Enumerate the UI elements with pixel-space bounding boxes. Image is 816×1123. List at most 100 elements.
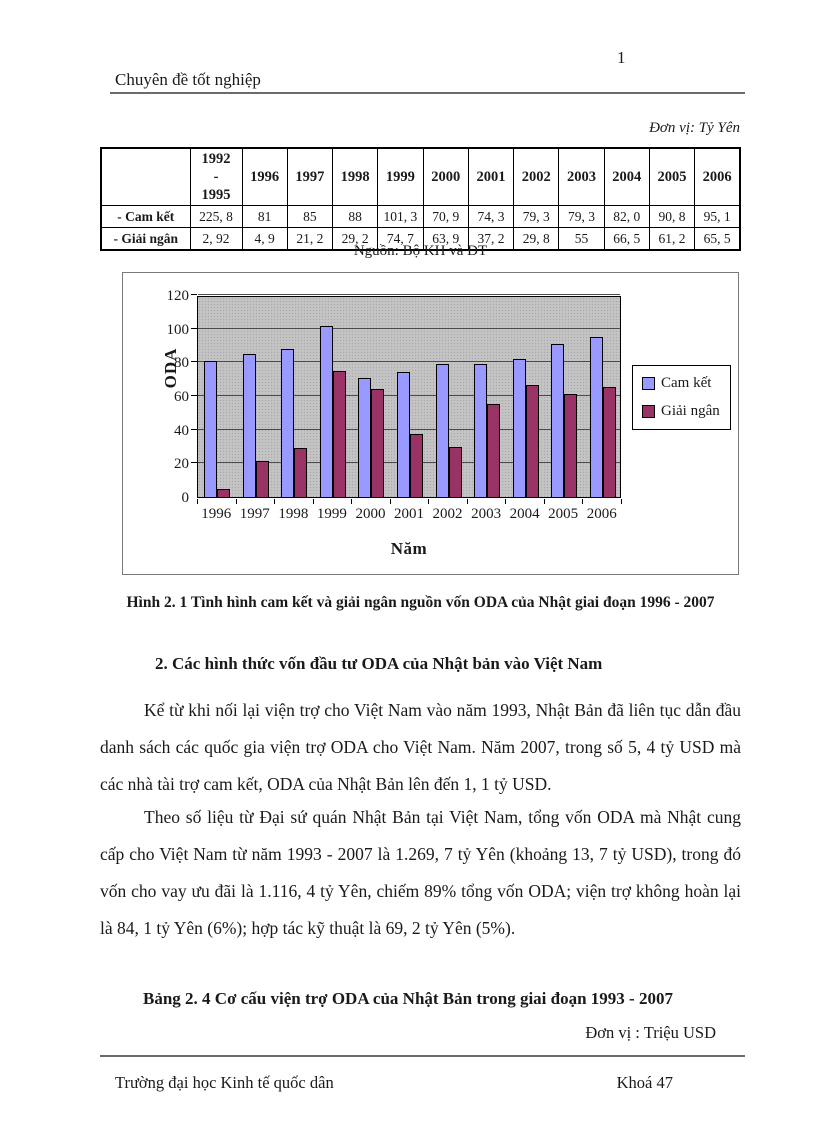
x-axis-tick-label: 1999 — [316, 506, 347, 522]
body-paragraph: Theo số liệu từ Đại sứ quán Nhật Bản tại… — [100, 807, 741, 938]
table-cell: 79, 3 — [513, 205, 560, 229]
table-row-label: - Giải ngân — [100, 227, 191, 251]
x-axis-tick — [505, 499, 506, 504]
table-cell: 81 — [241, 205, 288, 229]
table-year-header: 2006 — [694, 147, 741, 207]
y-axis-tick — [191, 294, 197, 295]
table-cell: 29, 2 — [332, 227, 379, 251]
bar-giai-ngan-2006 — [602, 387, 616, 497]
header-title: Chuyên đề tốt nghiệp — [115, 70, 261, 89]
table-row-label: - Cam kết — [100, 205, 191, 229]
y-axis-tick — [191, 395, 197, 396]
table-cell: 55 — [558, 227, 605, 251]
bar-giai-ngan-1999 — [332, 371, 346, 497]
table-year-header: 1992 - 1995 — [189, 147, 243, 207]
legend-item: Cam kết — [642, 375, 720, 392]
x-axis-tick-label: 2006 — [586, 506, 617, 522]
y-axis-tick — [191, 428, 197, 430]
table-cell: 63, 9 — [422, 227, 469, 251]
table-cell: 82, 0 — [603, 205, 650, 229]
table-corner-cell — [100, 147, 191, 207]
y-axis-tick — [191, 462, 197, 464]
table-cell: 37, 2 — [467, 227, 515, 251]
x-axis-tick-label: 2003 — [471, 506, 502, 522]
bar-giai-ngan-2005 — [564, 394, 578, 497]
oda-data-table: 1992 - 1995 1996 1997 1998 1999 2000 2001 2002 2… — [100, 147, 741, 251]
bar-giai-ngan-2002 — [448, 447, 462, 497]
gridline — [191, 361, 620, 363]
x-axis-tick-label: 2005 — [548, 506, 579, 522]
table-cell: 70, 9 — [422, 205, 469, 229]
table-source-note: Nguồn: Bộ KH và ĐT — [353, 243, 488, 259]
bar-giai-ngan-2003 — [487, 404, 501, 497]
figure-caption: Hình 2. 1 Tình hình cam kết và giải ngân… — [126, 594, 715, 611]
x-axis-tick — [274, 499, 275, 504]
page-number: 1 — [617, 48, 626, 67]
bar-giai-ngan-2000 — [371, 389, 385, 497]
y-axis-tick — [191, 327, 197, 329]
bar-giai-ngan-1998 — [294, 448, 308, 497]
bar-cam-ket-2002 — [435, 364, 449, 497]
x-axis-tick — [582, 499, 583, 504]
table-cell: 74, 3 — [467, 205, 515, 229]
table-cell: 88 — [332, 205, 379, 229]
legend-label: Giải ngân — [661, 403, 720, 419]
header-rule — [110, 92, 745, 94]
x-axis-tick — [428, 499, 429, 504]
table-year-header: 2005 — [648, 147, 696, 207]
x-axis-tick-label: 1998 — [278, 506, 309, 522]
bar-cam-ket-1998 — [281, 349, 295, 497]
table-cell: 79, 3 — [558, 205, 605, 229]
table-cell: 4, 9 — [241, 227, 288, 251]
table-cell: 85 — [286, 205, 334, 229]
bar-cam-ket-2005 — [551, 344, 565, 497]
bar-giai-ngan-1996 — [217, 489, 231, 497]
x-axis-tick — [467, 499, 468, 504]
bar-cam-ket-2000 — [358, 378, 372, 497]
bar-cam-ket-1996 — [204, 361, 218, 497]
gridline — [191, 294, 620, 295]
x-axis-tick — [197, 499, 198, 504]
table-year-header: 1996 — [241, 147, 288, 207]
y-axis-tick-label: 0 — [181, 490, 190, 506]
table-cell: 66, 5 — [603, 227, 650, 251]
x-axis-tick-label: 2004 — [509, 506, 540, 522]
x-axis-title: Năm — [390, 539, 428, 558]
x-axis-tick — [351, 499, 352, 504]
table-cell: 65, 5 — [694, 227, 741, 251]
x-axis-tick — [544, 499, 545, 504]
table-cell: 90, 8 — [648, 205, 696, 229]
x-axis-tick-label: 1996 — [201, 506, 232, 522]
table-row: - Giải ngân 2, 92 4, 9 21, 2 29, 2 74, 7 63, 9… — [100, 227, 741, 251]
table-year-header: 1997 — [286, 147, 334, 207]
y-axis-tick-label: 100 — [166, 321, 190, 338]
y-axis-tick-label: 20 — [174, 456, 189, 473]
page-footer: Trường đại học Kinh tế quốc dân Khoá 47 — [115, 1073, 715, 1093]
table-year-header: 2001 — [467, 147, 515, 207]
gridline — [191, 327, 620, 329]
bar-cam-ket-2006 — [589, 337, 603, 497]
bar-cam-ket-1997 — [242, 354, 256, 497]
table-cell: 74, 7 — [377, 227, 424, 251]
table-year-header: 2002 — [513, 147, 560, 207]
bar-giai-ngan-1997 — [255, 461, 269, 497]
table-year-header: 1999 — [377, 147, 424, 207]
bar-giai-ngan-2004 — [525, 385, 539, 497]
body-paragraph: Kể từ khi nối lại viện trợ cho Việt Nam … — [100, 700, 741, 794]
chart-legend: Cam kết Giải ngân — [632, 365, 731, 430]
bar-cam-ket-2003 — [474, 364, 488, 497]
x-axis-tick-label: 2002 — [432, 506, 463, 522]
y-axis-tick-label: 120 — [166, 288, 190, 304]
chart-plot-area — [191, 294, 621, 498]
y-axis-tick-label: 40 — [174, 422, 189, 439]
bar-cam-ket-2001 — [397, 372, 410, 497]
table-unit-note: Đơn vị: Tỷ Yên — [649, 120, 740, 136]
y-axis-tick-label: 60 — [174, 389, 189, 405]
footer-left-text: Trường đại học Kinh tế quốc dân — [115, 1073, 334, 1092]
footer-rule — [100, 1055, 745, 1057]
table-cell: 95, 1 — [694, 205, 741, 229]
bar-giai-ngan-2001 — [410, 434, 423, 497]
table-cell: 225, 8 — [189, 205, 243, 229]
x-axis-tick-label: 1997 — [239, 506, 270, 522]
table-year-header: 2000 — [422, 147, 469, 207]
